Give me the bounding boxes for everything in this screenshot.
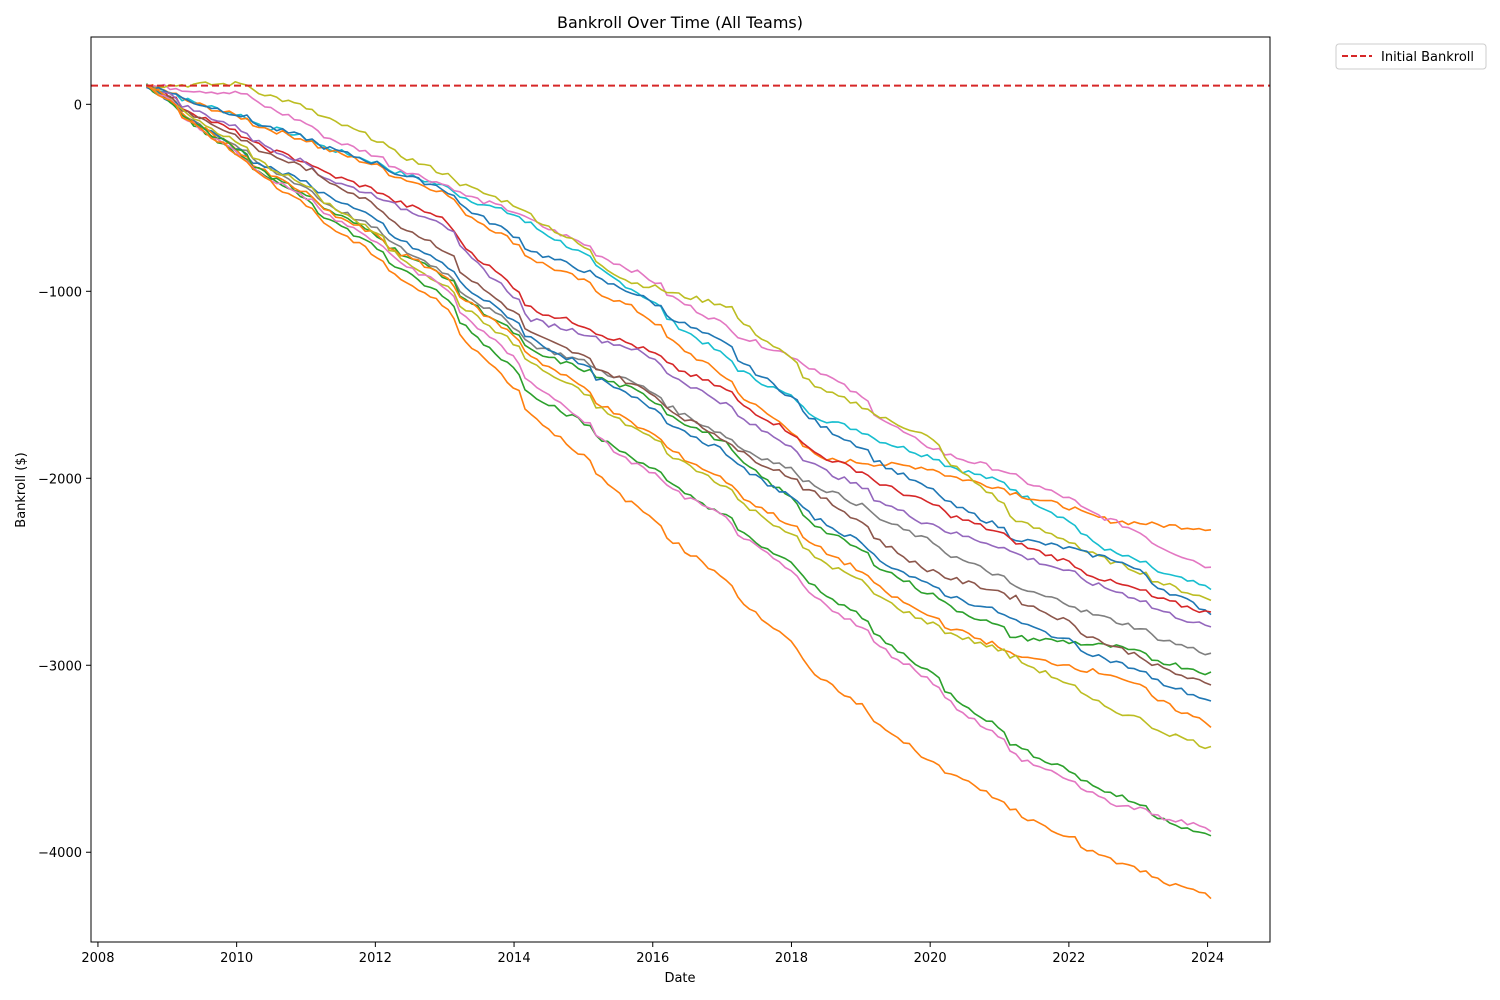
x-tick-label: 2016	[636, 951, 669, 966]
plot-frame	[90, 36, 1271, 943]
legend: Initial Bankroll	[1335, 43, 1487, 70]
x-tick-label: 2018	[775, 951, 808, 966]
series-line	[146, 86, 1212, 702]
chart-title: Bankroll Over Time (All Teams)	[557, 13, 803, 32]
x-axis-title: Date	[664, 971, 695, 986]
series-line	[146, 83, 1212, 569]
legend-box	[1335, 43, 1487, 70]
x-tick-label: 2008	[81, 951, 114, 966]
series-line	[145, 84, 1212, 614]
x-axis: 2008 2010 2012 2014 2016 2018 2020 2022 2024	[81, 942, 1224, 966]
y-tick-label: −4000	[38, 846, 82, 861]
series-line	[145, 83, 1212, 837]
series-line	[146, 84, 1212, 532]
y-tick-label: −1000	[38, 285, 82, 300]
series-line	[146, 81, 1212, 602]
series-line	[146, 85, 1212, 750]
series-line	[146, 86, 1212, 616]
y-tick-label: 0	[74, 98, 82, 113]
series-line	[145, 83, 1212, 833]
series-line	[146, 83, 1212, 686]
y-tick-label: −2000	[38, 472, 82, 487]
x-tick-label: 2014	[498, 951, 531, 966]
x-tick-label: 2024	[1191, 951, 1224, 966]
x-tick-label: 2012	[359, 951, 392, 966]
y-axis-title: Bankroll ($)	[14, 452, 29, 527]
x-tick-label: 2010	[220, 951, 253, 966]
series-line	[146, 84, 1212, 591]
series-line	[146, 86, 1212, 628]
series-lines	[145, 81, 1212, 900]
series-line	[146, 83, 1212, 729]
x-tick-label: 2020	[914, 951, 947, 966]
series-line	[146, 84, 1212, 900]
y-axis: 0 −1000 −2000 −3000 −4000	[38, 98, 91, 861]
x-tick-label: 2022	[1052, 951, 1085, 966]
legend-label-initial-bankroll: Initial Bankroll	[1381, 50, 1474, 65]
y-tick-label: −3000	[38, 659, 82, 674]
